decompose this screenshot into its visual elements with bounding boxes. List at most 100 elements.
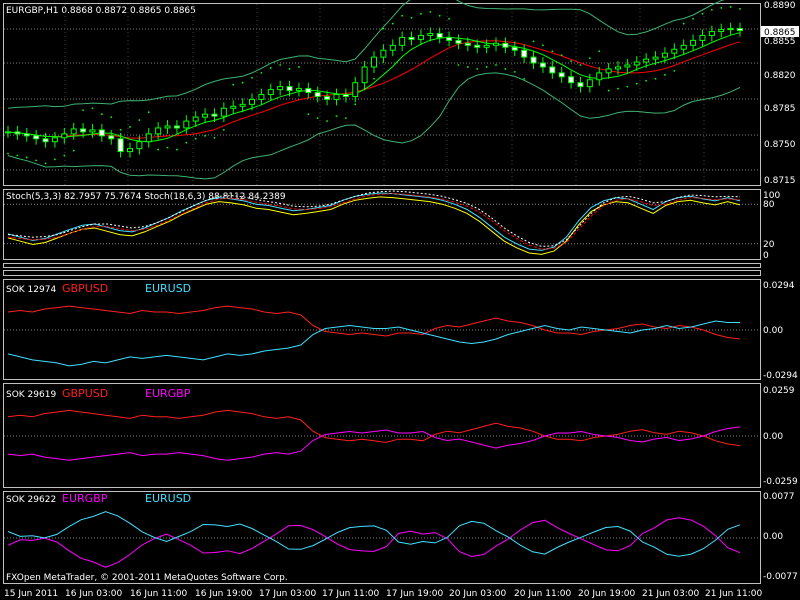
sar-dot xyxy=(532,40,535,43)
time-tick: 20 Jun 11:00 xyxy=(514,589,571,599)
candle-body xyxy=(408,36,415,40)
time-tick: 17 Jun 11:00 xyxy=(322,589,379,599)
sar-dot xyxy=(269,67,272,69)
sar-dot xyxy=(701,12,704,15)
sar-dot xyxy=(326,120,328,122)
sar-dot xyxy=(476,68,479,70)
sar-dot xyxy=(560,54,563,57)
candle-body xyxy=(211,113,218,117)
sar-dot xyxy=(448,17,450,20)
candle-body xyxy=(586,79,593,88)
sar-dot xyxy=(82,109,84,112)
stoch-tick: 80 xyxy=(763,200,775,210)
candle-body xyxy=(718,29,725,33)
stoch-slow-signal xyxy=(7,190,741,247)
candle-body xyxy=(277,86,284,91)
sok3-series2-label: EURUSD xyxy=(145,492,191,505)
candle-body xyxy=(624,64,631,68)
sar-dot xyxy=(119,129,122,131)
sar-dot xyxy=(617,87,619,90)
sar-dot xyxy=(551,50,554,53)
sar-dot xyxy=(194,137,197,140)
sar-dot xyxy=(382,27,385,30)
moving-average-green xyxy=(7,32,741,143)
sok3-series1-label: EURGBP xyxy=(62,492,108,505)
sar-dot xyxy=(588,57,591,60)
sar-dot xyxy=(635,82,638,85)
candle-body xyxy=(652,56,659,60)
candle-body xyxy=(333,94,340,100)
sok2-label: SOK 29619 xyxy=(6,390,56,400)
time-axis: 15 Jun 2011 16 Jun 03:00 16 Jun 11:00 16… xyxy=(4,589,762,599)
sar-dot xyxy=(664,73,666,76)
candle-body xyxy=(51,137,58,143)
candle-body xyxy=(33,135,40,140)
sar-dot xyxy=(391,22,394,25)
candle-body xyxy=(417,34,424,40)
candle-body xyxy=(108,135,115,140)
sar-dot xyxy=(410,16,413,19)
candle-body xyxy=(324,95,331,100)
sar-dot xyxy=(579,64,582,66)
candle-body xyxy=(521,49,528,58)
stoch-panel-header: Stoch(5,3,3) 82.7957 75.7674 Stoch(18,6,… xyxy=(6,192,286,202)
sok1-tick: 0.00 xyxy=(763,326,783,336)
sok-y-axes: 0.0294 0.00 -0.0294 0.0259 0.00 -0.0259 … xyxy=(763,281,798,582)
candle-body xyxy=(530,56,537,64)
candle-body xyxy=(502,42,509,48)
sar-dot xyxy=(466,66,469,68)
sar-dot xyxy=(438,14,441,17)
bollinger-upper-band xyxy=(7,0,725,109)
sar-dot xyxy=(344,117,347,120)
sok1-series1-line xyxy=(7,305,741,340)
sar-dot xyxy=(485,66,488,68)
sar-dot xyxy=(373,77,375,80)
time-tick: 17 Jun 03:00 xyxy=(259,589,316,599)
candle-body xyxy=(427,33,434,36)
sar-dot xyxy=(729,6,732,8)
candle-body xyxy=(708,31,715,36)
price-tick: 0.8855 xyxy=(764,37,796,47)
candle-body xyxy=(5,131,11,134)
sar-dot xyxy=(513,70,516,73)
candle-body xyxy=(371,56,377,68)
sar-dot xyxy=(335,115,338,118)
candle-body xyxy=(568,76,575,84)
candle-body xyxy=(70,128,77,135)
sar-dot xyxy=(91,107,94,110)
candle-body xyxy=(577,82,584,88)
candle-body xyxy=(249,98,255,105)
candle-body xyxy=(539,62,546,68)
sok3-tick: 0.0077 xyxy=(763,492,795,502)
last-price-label: 0.8865 xyxy=(764,28,796,38)
candle-body xyxy=(183,120,190,129)
stoch-y-axis: 100 80 20 0 xyxy=(763,191,780,261)
candle-body xyxy=(690,39,697,46)
sar-dot xyxy=(307,113,310,116)
candle-body xyxy=(633,61,640,66)
candle-body xyxy=(727,28,734,31)
candle-body xyxy=(558,72,565,78)
sar-dot xyxy=(204,134,206,137)
candle-body xyxy=(671,48,678,54)
sok1-tick: 0.0294 xyxy=(763,281,795,291)
sar-dot xyxy=(692,17,694,20)
last-price-marker xyxy=(761,26,799,37)
sar-dot xyxy=(35,159,38,162)
candle-body xyxy=(361,66,368,84)
price-tick: 0.8750 xyxy=(764,140,796,150)
price-tick: 0.8785 xyxy=(764,104,796,114)
candle-body xyxy=(42,138,49,143)
stoch-tick: 100 xyxy=(763,191,780,201)
sar-dot xyxy=(176,148,178,151)
candle-body xyxy=(661,52,668,58)
candle-body xyxy=(399,36,406,46)
time-tick: 21 Jun 03:00 xyxy=(642,589,699,599)
sar-dot xyxy=(720,7,723,9)
sar-dot xyxy=(157,148,160,151)
sok3-label: SOK 29622 xyxy=(6,495,56,505)
candle-body xyxy=(493,42,499,46)
stoch-tick: 20 xyxy=(763,240,775,250)
sok2-tick: 0.00 xyxy=(763,432,783,442)
